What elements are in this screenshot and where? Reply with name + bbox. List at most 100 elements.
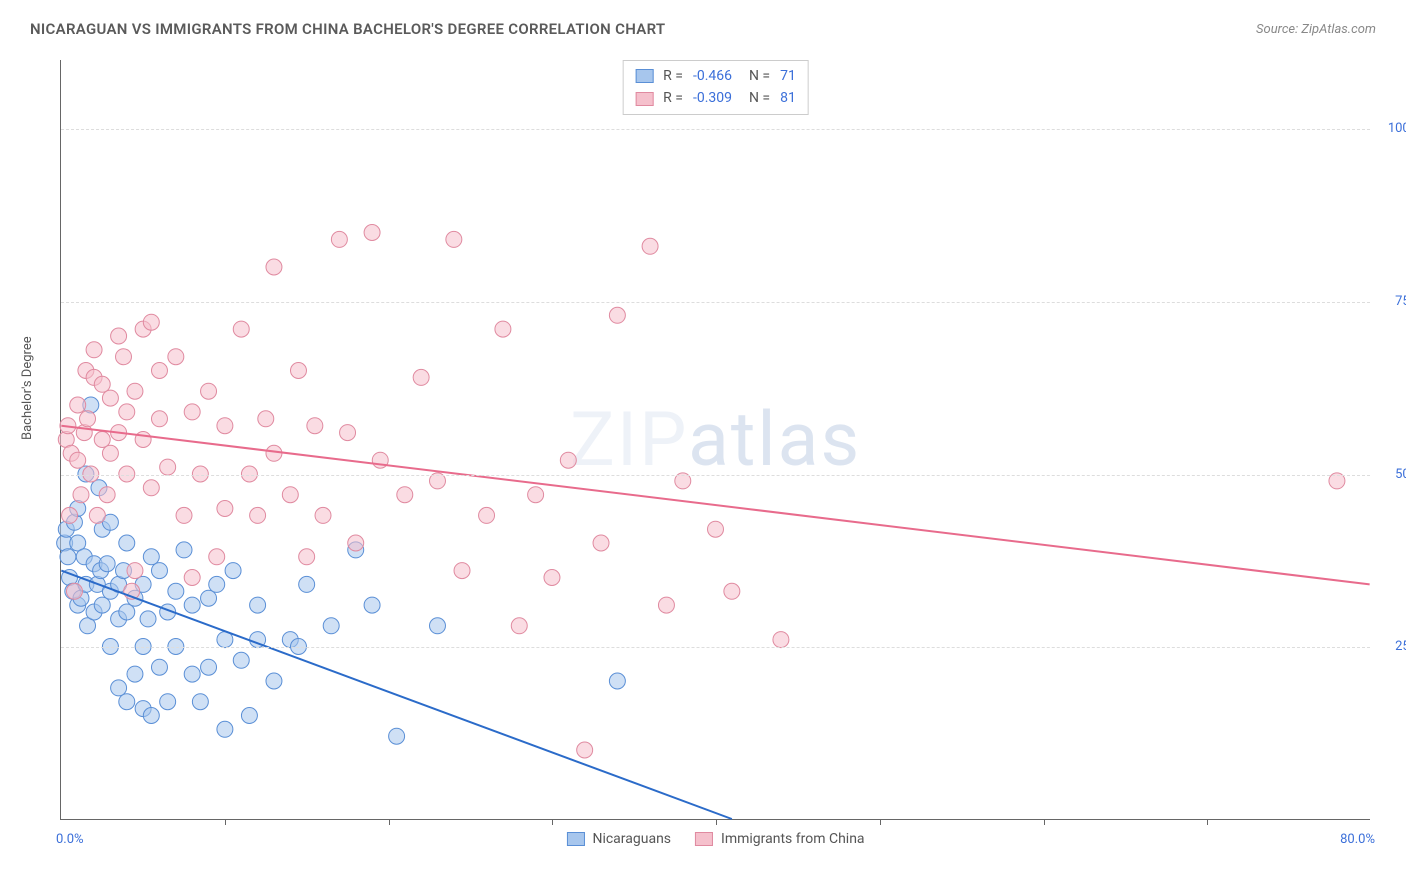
legend-item: Nicaraguans [566, 831, 671, 847]
data-point [217, 721, 233, 737]
data-point [217, 418, 233, 434]
data-point [430, 618, 446, 634]
data-point [70, 452, 86, 468]
data-point [127, 383, 143, 399]
data-point [184, 666, 200, 682]
x-axis-min-label: 0.0% [56, 832, 84, 847]
trend-line [61, 571, 731, 819]
source-label: Source: ZipAtlas.com [1256, 22, 1376, 37]
data-point [119, 604, 135, 620]
data-point [151, 363, 167, 379]
n-label: N = [742, 65, 770, 87]
data-point [201, 659, 217, 675]
data-point [266, 259, 282, 275]
r-value: -0.309 [693, 87, 732, 109]
x-tick [880, 819, 881, 825]
data-point [241, 708, 257, 724]
data-point [176, 507, 192, 523]
data-point [258, 411, 274, 427]
data-point [201, 590, 217, 606]
data-point [168, 583, 184, 599]
data-point [160, 694, 176, 710]
data-point [89, 507, 105, 523]
y-tick-label: 25.0% [1375, 639, 1406, 654]
data-point [577, 742, 593, 758]
data-point [62, 507, 78, 523]
gridline [61, 475, 1370, 476]
gridline [61, 302, 1370, 303]
data-point [151, 411, 167, 427]
data-point [642, 238, 658, 254]
data-point [773, 632, 789, 648]
n-value: 71 [780, 65, 796, 87]
data-point [282, 487, 298, 503]
data-point [60, 549, 76, 565]
data-point [201, 383, 217, 399]
data-point [102, 445, 118, 461]
data-point [446, 231, 462, 247]
data-point [364, 225, 380, 241]
data-point [544, 570, 560, 586]
data-point [560, 452, 576, 468]
data-point [99, 556, 115, 572]
data-point [143, 314, 159, 330]
data-point [94, 597, 110, 613]
data-point [168, 349, 184, 365]
data-point [233, 321, 249, 337]
legend-item: Immigrants from China [695, 831, 865, 847]
stats-row: R = -0.466 N = 71 [635, 65, 796, 87]
data-point [724, 583, 740, 599]
scatter-plot [61, 60, 1370, 819]
data-point [184, 404, 200, 420]
legend-label: Nicaraguans [592, 831, 671, 847]
x-tick [552, 819, 553, 825]
data-point [80, 411, 96, 427]
swatch-icon [635, 92, 653, 106]
data-point [250, 507, 266, 523]
data-point [348, 535, 364, 551]
data-point [127, 563, 143, 579]
data-point [111, 680, 127, 696]
data-point [143, 708, 159, 724]
data-point [209, 549, 225, 565]
x-tick [1044, 819, 1045, 825]
n-label: N = [742, 87, 770, 109]
stats-legend: R = -0.466 N = 71 R = -0.309 N = 81 [622, 60, 809, 115]
data-point [140, 611, 156, 627]
data-point [184, 570, 200, 586]
x-tick [225, 819, 226, 825]
swatch-icon [566, 832, 584, 846]
data-point [160, 459, 176, 475]
data-point [70, 397, 86, 413]
data-point [307, 418, 323, 434]
x-tick [716, 819, 717, 825]
data-point [94, 376, 110, 392]
gridline [61, 129, 1370, 130]
data-point [528, 487, 544, 503]
x-tick [389, 819, 390, 825]
data-point [151, 563, 167, 579]
data-point [266, 445, 282, 461]
data-point [119, 694, 135, 710]
data-point [299, 576, 315, 592]
data-point [609, 673, 625, 689]
r-label: R = [663, 65, 683, 87]
data-point [143, 549, 159, 565]
series-legend: Nicaraguans Immigrants from China [566, 831, 864, 847]
data-point [192, 694, 208, 710]
data-point [225, 563, 241, 579]
swatch-icon [695, 832, 713, 846]
data-point [184, 597, 200, 613]
gridline [61, 647, 1370, 648]
data-point [495, 321, 511, 337]
data-point [511, 618, 527, 634]
data-point [323, 618, 339, 634]
data-point [151, 659, 167, 675]
data-point [397, 487, 413, 503]
y-tick-label: 100.0% [1375, 121, 1406, 136]
data-point [119, 404, 135, 420]
data-point [454, 563, 470, 579]
data-point [116, 349, 132, 365]
data-point [73, 487, 89, 503]
data-point [127, 666, 143, 682]
